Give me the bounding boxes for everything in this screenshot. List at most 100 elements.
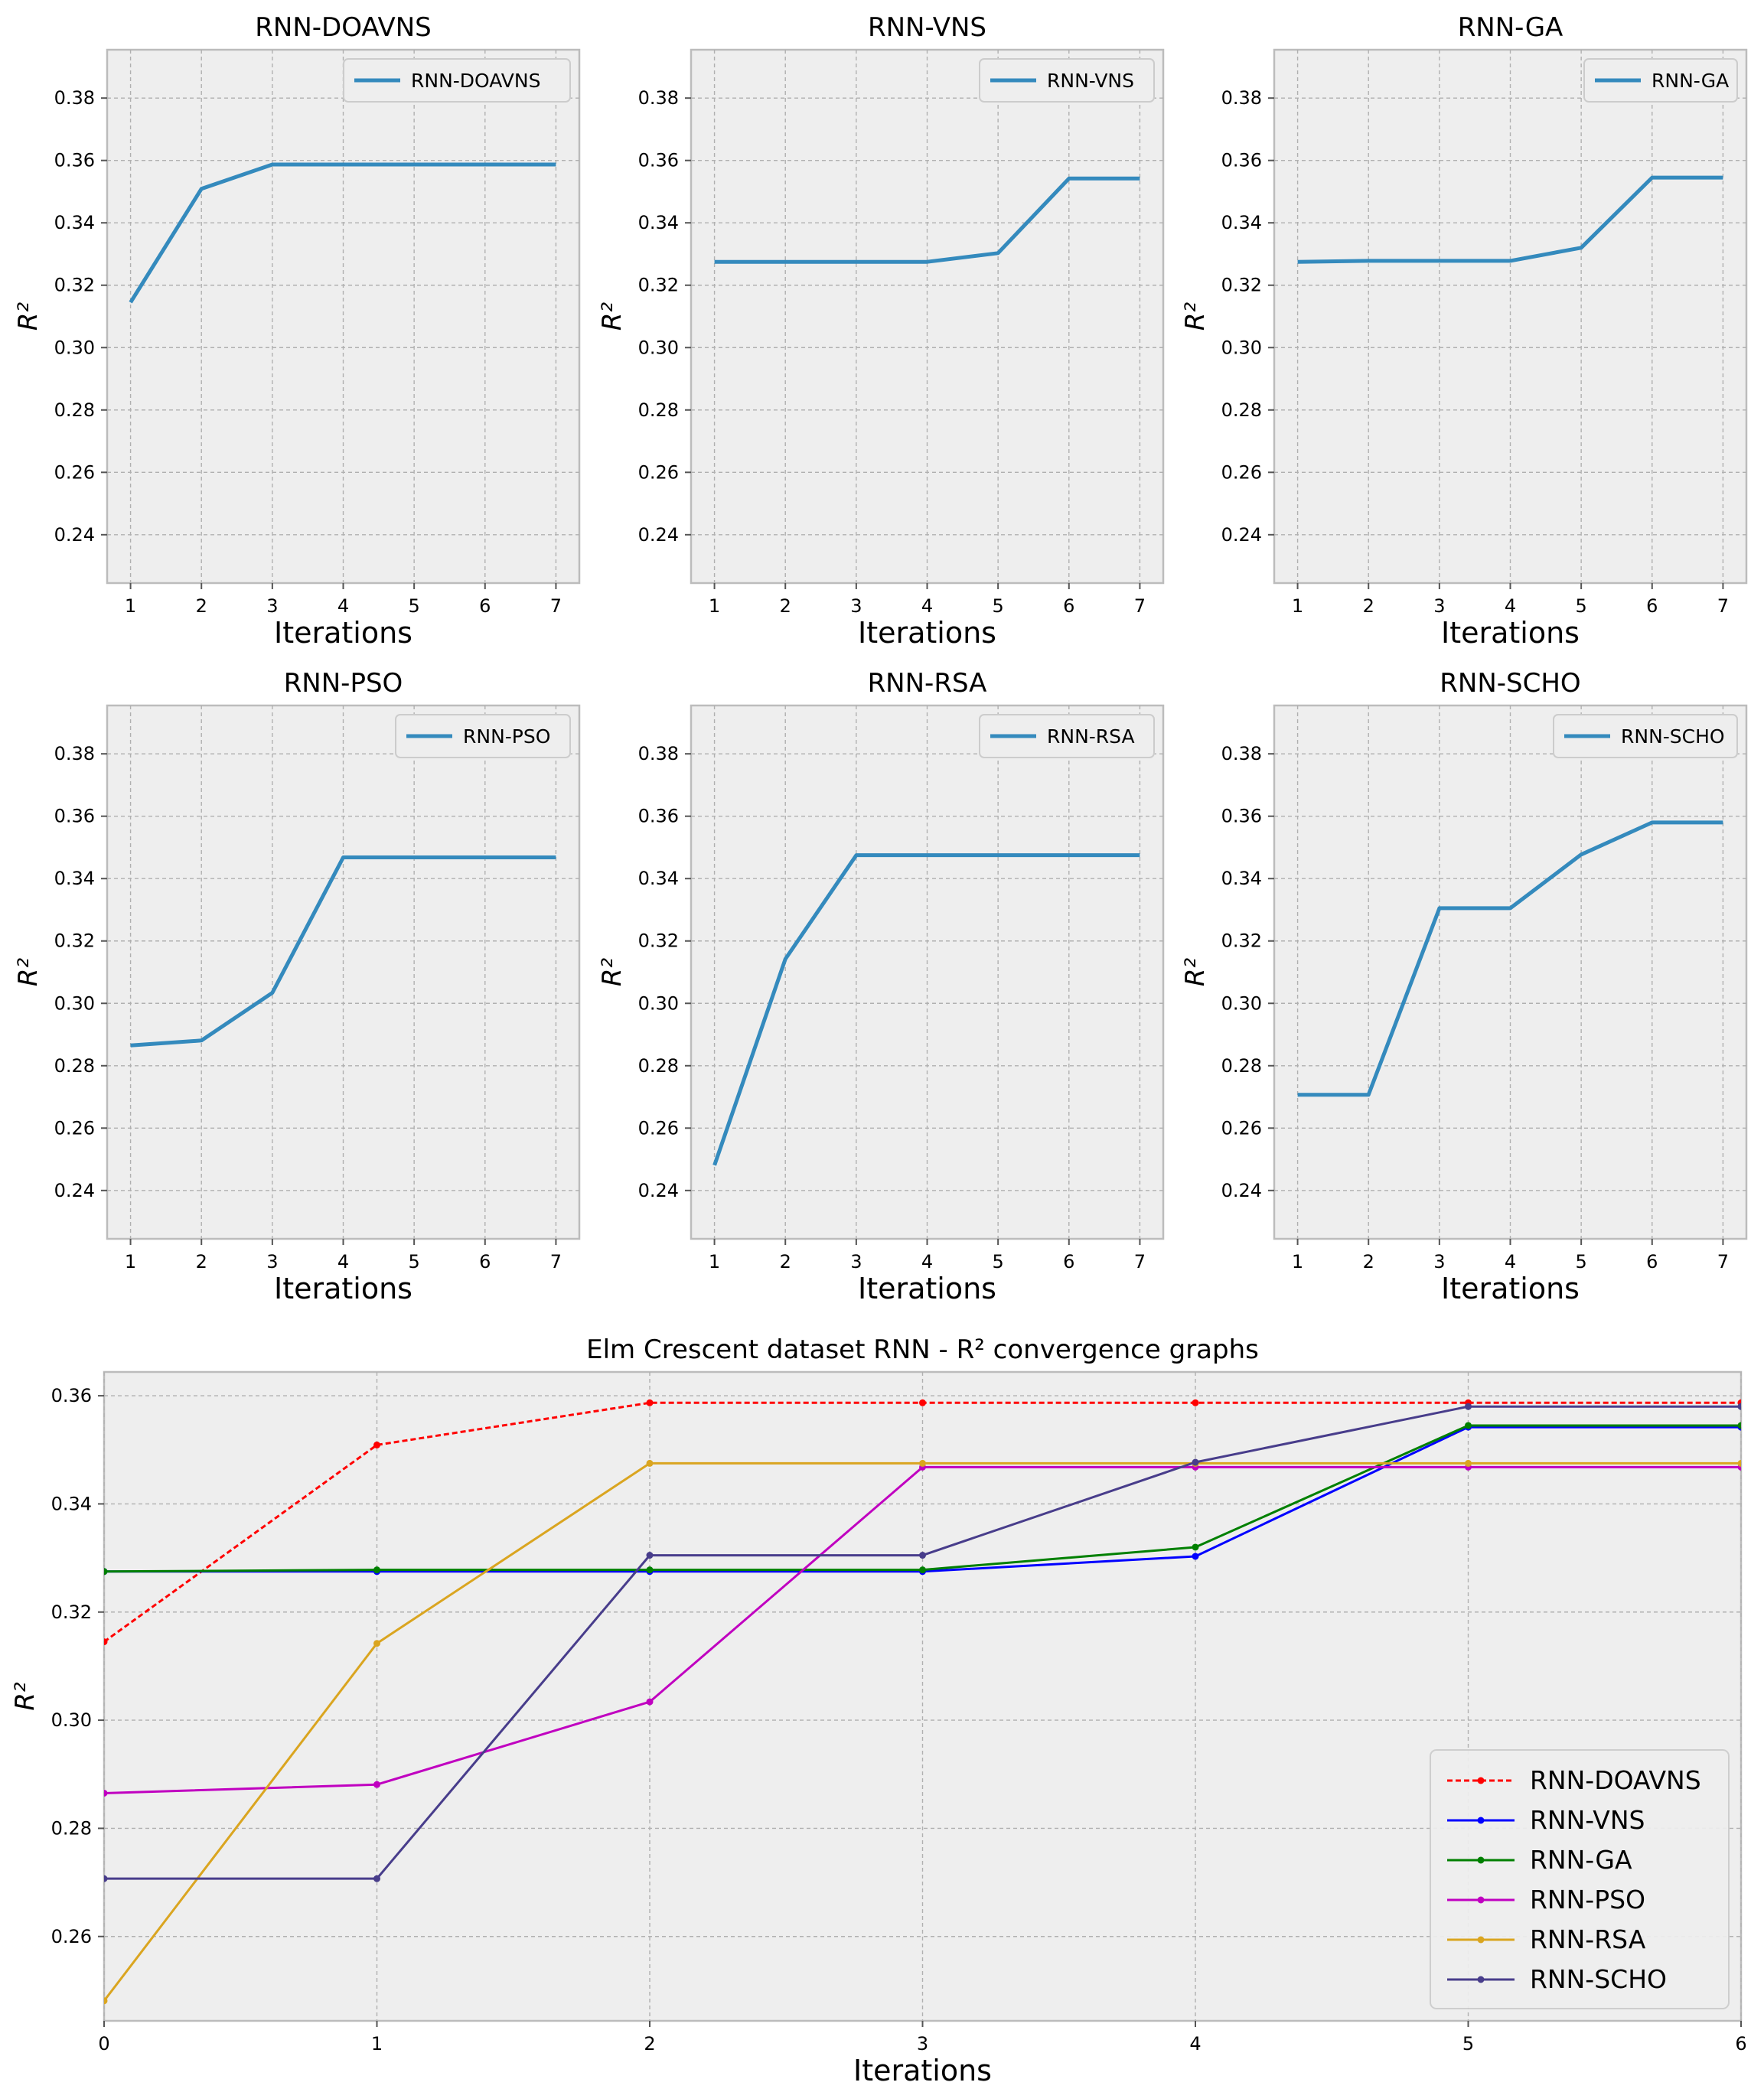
legend-box <box>1430 1749 1730 2009</box>
x-axis-label: Iterations <box>858 616 996 650</box>
y-tick-label: 0.32 <box>51 1602 92 1623</box>
y-tick-label: 0.30 <box>51 1709 92 1731</box>
y-tick-label: 0.38 <box>638 743 679 764</box>
x-tick-label: 1 <box>371 2033 383 2055</box>
y-axis-label: R² <box>13 302 44 331</box>
chart-title: RNN-PSO <box>284 668 403 699</box>
data-point <box>104 1638 108 1646</box>
y-tick-label: 0.30 <box>1221 992 1262 1014</box>
legend-box <box>979 714 1155 758</box>
x-tick-label: 6 <box>1063 595 1074 617</box>
y-tick-label: 0.32 <box>1221 930 1262 952</box>
legend-marker <box>1477 1856 1485 1864</box>
x-tick-label: 2 <box>644 2033 655 2055</box>
x-tick-label: 3 <box>266 595 278 617</box>
x-tick-label: 3 <box>917 2033 928 2055</box>
y-tick-label: 0.24 <box>638 1180 679 1201</box>
chart-6: 0 1 2 3 4 5 6 0.26 0.28 0.30 0.32 0.34 0.36 Elm Cresc… <box>10 1334 1747 2087</box>
x-tick-label: 5 <box>1462 2033 1474 2055</box>
chart-4: 1 2 3 4 5 6 7 0.24 0.26 0.28 0.30 0.32 0.34 0.36 0.38 R… <box>597 668 1165 1305</box>
x-tick-label: 5 <box>1576 1251 1587 1272</box>
chart-title: Elm Crescent dataset RNN - R² convergenc… <box>586 1334 1259 1365</box>
data-point <box>1192 1543 1199 1551</box>
y-tick-label: 0.24 <box>1221 524 1262 546</box>
x-tick-label: 2 <box>780 595 791 617</box>
x-tick-label: 4 <box>921 1251 933 1272</box>
legend-label: RNN-VNS <box>1530 1805 1645 1835</box>
y-tick-label: 0.38 <box>54 87 95 109</box>
x-tick-label: 5 <box>1576 595 1587 617</box>
y-tick-label: 0.36 <box>638 150 679 171</box>
y-axis-label: R² <box>597 958 628 987</box>
series-group <box>130 855 556 1048</box>
x-tick-label: 6 <box>1646 1251 1658 1272</box>
x-tick-label: 6 <box>1646 595 1658 617</box>
y-tick-label: 0.30 <box>1221 337 1262 358</box>
data-point <box>919 1399 926 1406</box>
y-tick-label: 0.30 <box>638 992 679 1014</box>
data-point <box>646 1698 654 1706</box>
legend-marker <box>1477 1976 1485 1983</box>
y-tick-label: 0.28 <box>638 1055 679 1077</box>
data-point <box>1465 1403 1472 1410</box>
legend-label: RNN-DOAVNS <box>1530 1765 1701 1795</box>
data-point <box>646 1552 654 1559</box>
x-tick-label: 7 <box>1717 1251 1729 1272</box>
y-tick-label: 0.24 <box>638 524 679 546</box>
x-tick-label: 7 <box>550 595 562 617</box>
y-tick-label: 0.24 <box>1221 1180 1262 1201</box>
x-tick-label: 4 <box>1505 595 1516 617</box>
x-tick-label: 0 <box>98 2033 109 2055</box>
y-axis-label: R² <box>597 302 628 331</box>
data-point <box>1465 1422 1472 1429</box>
y-axis-label: R² <box>1180 958 1211 987</box>
series-line-rnn-scho <box>1297 820 1723 1097</box>
x-tick-label: 2 <box>1363 595 1374 617</box>
plot-area <box>1273 48 1748 585</box>
chart-2: 1 2 3 4 5 6 7 0.24 0.26 0.28 0.30 0.32 0.34 0.36 0.38 R… <box>1180 12 1748 650</box>
y-axis-label: R² <box>10 1682 41 1711</box>
y-tick-label: 0.38 <box>1221 87 1262 109</box>
x-tick-label: 5 <box>993 1251 1004 1272</box>
y-tick-label: 0.26 <box>638 461 679 483</box>
plot-area <box>106 48 581 585</box>
x-tick-label: 4 <box>337 1251 349 1272</box>
y-tick-label: 0.26 <box>1221 1117 1262 1139</box>
y-axis-label: R² <box>13 958 44 987</box>
y-tick-label: 0.30 <box>638 337 679 358</box>
x-tick-label: 2 <box>196 1251 207 1272</box>
data-point <box>1737 1459 1741 1467</box>
data-point <box>1737 1403 1741 1410</box>
data-point <box>1192 1399 1199 1406</box>
x-tick-label: 4 <box>1189 2033 1201 2055</box>
legend-marker <box>1477 1936 1485 1944</box>
legend-marker <box>1477 1896 1485 1904</box>
plot-area <box>1273 704 1748 1240</box>
y-tick-label: 0.32 <box>638 930 679 952</box>
y-tick-label: 0.36 <box>1221 806 1262 827</box>
y-axis-label: R² <box>1180 302 1211 331</box>
x-tick-label: 4 <box>337 595 349 617</box>
data-point <box>104 1875 108 1882</box>
x-tick-label: 6 <box>479 1251 491 1272</box>
series-group <box>714 176 1140 264</box>
y-tick-label: 0.26 <box>638 1117 679 1139</box>
legend-label: RNN-PSO <box>1530 1885 1645 1914</box>
y-tick-label: 0.26 <box>54 461 95 483</box>
x-axis-label: Iterations <box>274 1272 412 1305</box>
legend-label: RNN-PSO <box>463 725 550 748</box>
chart-title: RNN-SCHO <box>1440 668 1580 699</box>
y-tick-label: 0.38 <box>1221 743 1262 764</box>
x-axis-label: Iterations <box>274 616 412 650</box>
data-point <box>373 1640 380 1647</box>
x-tick-label: 5 <box>409 595 420 617</box>
y-tick-label: 0.34 <box>54 868 95 889</box>
y-tick-label: 0.32 <box>1221 275 1262 296</box>
legend-marker <box>1477 1777 1485 1784</box>
y-tick-label: 0.36 <box>638 806 679 827</box>
series-line-rnn-doavns <box>129 162 556 304</box>
data-point <box>373 1441 380 1448</box>
y-tick-label: 0.24 <box>54 524 95 546</box>
data-point <box>646 1566 654 1574</box>
